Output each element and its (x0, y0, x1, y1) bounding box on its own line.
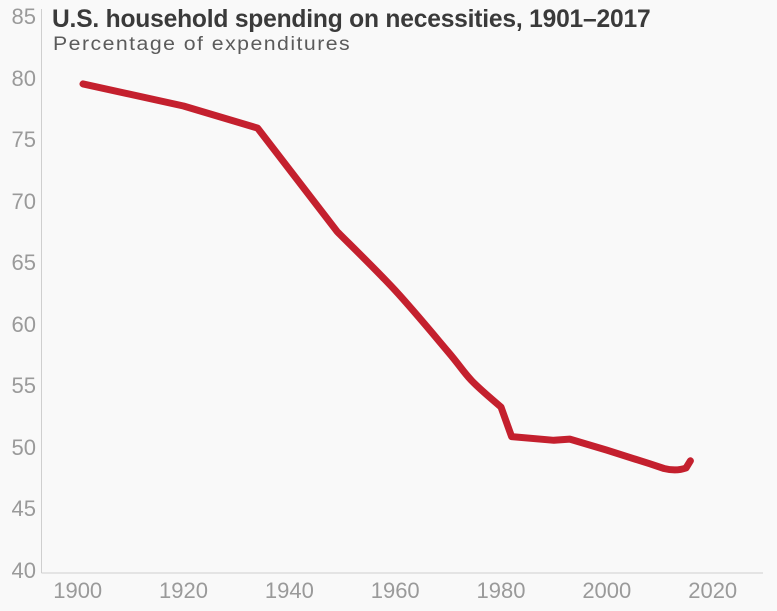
svg-text:50: 50 (12, 435, 36, 460)
svg-text:75: 75 (12, 127, 36, 152)
svg-text:1980: 1980 (477, 578, 526, 603)
svg-text:1900: 1900 (53, 578, 102, 603)
svg-text:85: 85 (12, 4, 36, 29)
svg-text:1960: 1960 (371, 578, 420, 603)
svg-text:1940: 1940 (265, 578, 314, 603)
svg-text:70: 70 (12, 189, 36, 214)
svg-text:55: 55 (12, 373, 36, 398)
svg-text:2000: 2000 (582, 578, 631, 603)
svg-text:1920: 1920 (159, 578, 208, 603)
svg-text:40: 40 (12, 558, 36, 583)
svg-text:2020: 2020 (688, 578, 737, 603)
svg-text:80: 80 (12, 66, 36, 91)
svg-text:45: 45 (12, 496, 36, 521)
svg-text:60: 60 (12, 312, 36, 337)
svg-text:65: 65 (12, 250, 36, 275)
